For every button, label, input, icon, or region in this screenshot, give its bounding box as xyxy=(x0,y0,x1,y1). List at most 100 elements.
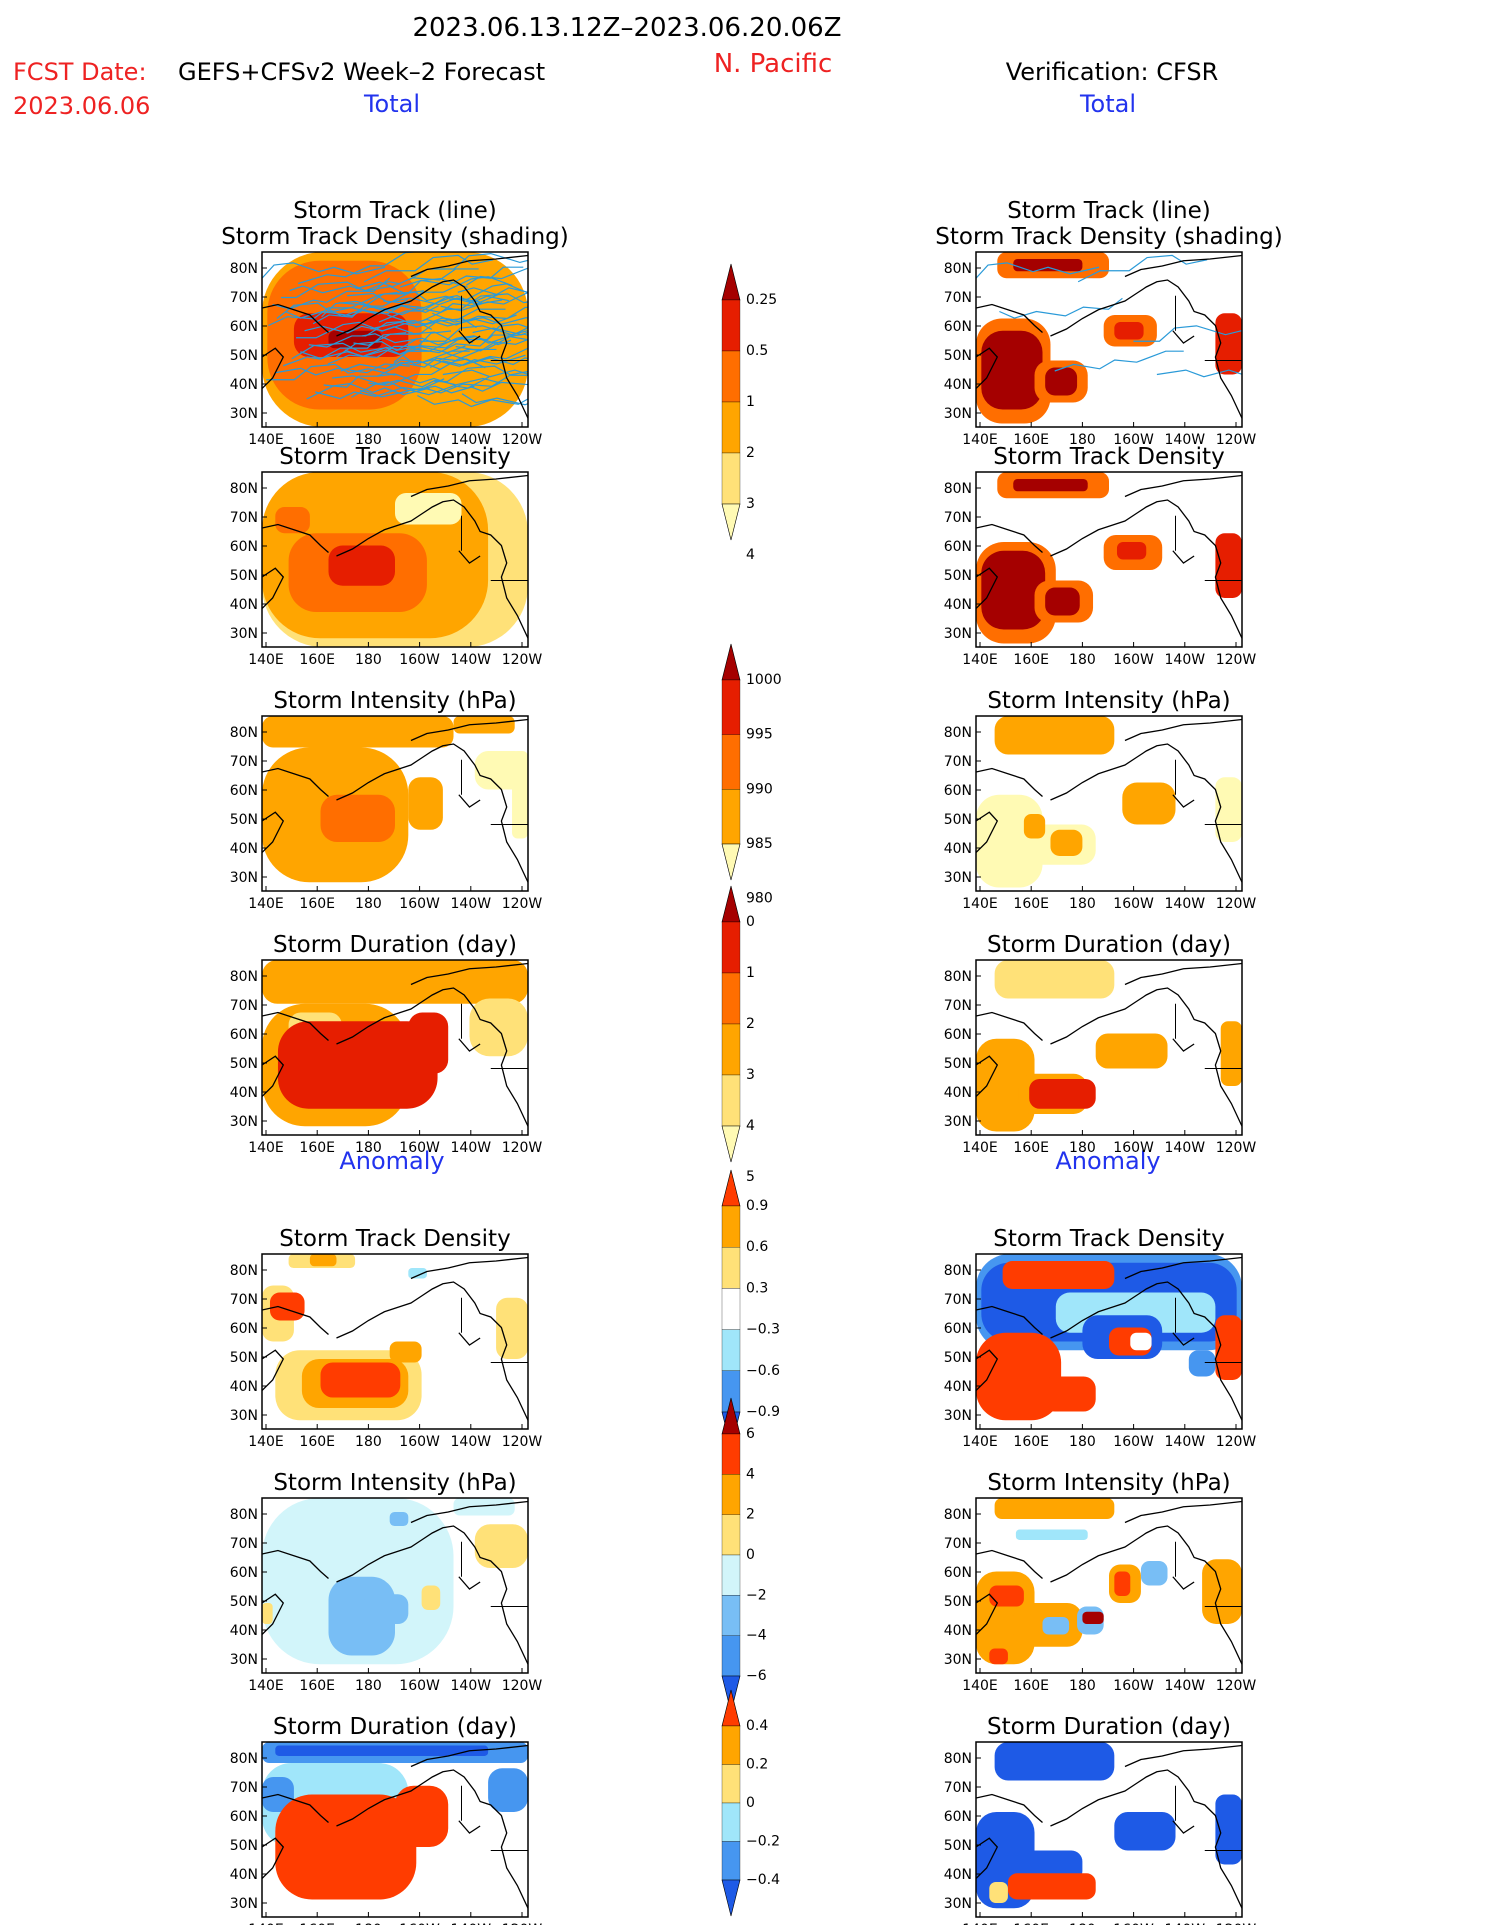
storm-track-line xyxy=(304,321,428,334)
storm-track-line xyxy=(368,358,486,387)
x-tick-label: 140E xyxy=(962,1922,998,1925)
y-tick-label: 30N xyxy=(944,870,972,886)
y-tick-label: 40N xyxy=(944,1379,972,1395)
date-range-title: 2023.06.13.12Z–2023.06.20.06Z xyxy=(412,13,841,43)
storm-track-line xyxy=(429,347,528,369)
colorbar-6: 0.4 0.2 0 −0.2 −0.4 xyxy=(721,1689,780,1917)
shading-cell xyxy=(408,1012,449,1074)
x-tick-label: 160W xyxy=(399,432,440,448)
x-tick-label: 180 xyxy=(355,1922,382,1925)
x-tick-label: 140W xyxy=(451,652,492,668)
coastline xyxy=(262,476,528,639)
colorbar-segment xyxy=(721,350,741,403)
colorbar-5: 6 4 2 0 −2 −4 −6 xyxy=(721,1397,767,1713)
y-tick-label: 40N xyxy=(230,377,258,393)
y-tick-label: 60N xyxy=(230,539,258,555)
colorbar-top-arrow xyxy=(721,643,741,681)
coastline xyxy=(262,1746,528,1909)
storm-track-line xyxy=(351,381,475,398)
colorbar-segment xyxy=(721,1514,741,1556)
map-shading xyxy=(262,1498,528,1673)
coastline-path xyxy=(976,1502,1242,1665)
shading-cell xyxy=(1045,367,1078,396)
y-tick-label: 70N xyxy=(944,998,972,1014)
shading-cell xyxy=(994,1498,1115,1519)
panel-title: Storm Track (line) xyxy=(1007,198,1210,224)
storm-track-line xyxy=(1077,254,1208,283)
x-tick-label: 180 xyxy=(355,432,382,448)
storm-track-line xyxy=(353,318,477,346)
colorbar-label: 4 xyxy=(746,547,755,563)
y-tick-label: 50N xyxy=(230,1350,258,1366)
coastline xyxy=(976,256,1242,419)
y-tick-label: 70N xyxy=(230,1292,258,1308)
map-frame xyxy=(975,251,1243,428)
coastline xyxy=(976,964,1242,1127)
storm-track-line xyxy=(455,338,528,352)
x-tick-label: 140E xyxy=(248,896,284,912)
storm-track-line xyxy=(391,291,509,304)
y-tick-label: 40N xyxy=(230,1623,258,1639)
colorbar-bottom-arrow xyxy=(721,1879,741,1917)
panel-title: Storm Track Density xyxy=(993,444,1224,470)
map-frame xyxy=(975,715,1243,892)
colorbar-label: 5 xyxy=(746,1169,755,1185)
colorbar-label: 2 xyxy=(746,1507,755,1523)
y-tick-label: 30N xyxy=(944,1896,972,1912)
shading-cell xyxy=(1116,542,1147,560)
colorbar-label: 1 xyxy=(746,965,755,981)
map-shading xyxy=(976,716,1242,891)
colorbar-segment xyxy=(721,1474,741,1515)
y-tick-label: 30N xyxy=(230,870,258,886)
shading-cell xyxy=(275,1794,417,1900)
colorbar-segment xyxy=(721,1554,741,1596)
coastline-path xyxy=(262,1746,528,1909)
storm-track-line xyxy=(268,291,398,327)
anomaly-right-label: Anomaly xyxy=(1055,1147,1160,1175)
colorbar-segment xyxy=(721,1074,741,1127)
y-tick-label: 70N xyxy=(944,754,972,770)
x-tick-label: 140E xyxy=(248,1140,284,1156)
y-tick-label: 70N xyxy=(944,1292,972,1308)
coastline xyxy=(976,476,1242,639)
x-tick-label: 160W xyxy=(1113,432,1154,448)
y-tick-label: 80N xyxy=(944,261,972,277)
shading-cell xyxy=(1082,1611,1104,1624)
colorbar-segment xyxy=(721,1841,741,1881)
shading-cell xyxy=(1015,1529,1088,1540)
map-panel-intensity-forecast: Storm Intensity (hPa) 140E 160E 180 160W 140W… xyxy=(230,688,543,912)
shading-cell xyxy=(1122,782,1176,825)
storm-track-line xyxy=(1133,325,1242,342)
x-tick-label: 140E xyxy=(248,432,284,448)
colorbar-segment xyxy=(721,299,741,352)
shading-cell xyxy=(453,1498,515,1516)
map-panel-duration-forecast: Storm Duration (day) 140E 160E 180 160W 140W 1… xyxy=(230,932,543,1156)
shading-cell xyxy=(496,1297,528,1359)
shading-cell xyxy=(320,1362,401,1398)
y-tick-label: 30N xyxy=(230,1896,258,1912)
colorbar-bottom-arrow xyxy=(721,843,741,881)
map-panel-intensity-verification: Storm Intensity (hPa) 140E 160E 180 160W 140W… xyxy=(944,688,1257,912)
y-tick-label: 80N xyxy=(944,1263,972,1279)
shading-cell xyxy=(328,330,382,349)
colorbar-segment xyxy=(721,1595,741,1636)
y-tick-label: 60N xyxy=(944,1027,972,1043)
shading-cell xyxy=(981,330,1043,410)
shading-cell xyxy=(1013,479,1088,492)
colorbar-segment xyxy=(721,972,741,1025)
x-tick-label: 120W xyxy=(1216,1678,1257,1694)
x-tick-label: 120W xyxy=(1216,1434,1257,1450)
storm-track-line xyxy=(306,382,430,400)
colorbar-segment xyxy=(721,1329,741,1371)
map-panel-intensity_anom-verification: Storm Intensity (hPa) 140E 160E 180 160W 140W… xyxy=(944,1470,1257,1694)
x-tick-label: 160E xyxy=(1013,896,1049,912)
map-shading xyxy=(976,1254,1242,1429)
x-tick-label: 180 xyxy=(1069,1434,1096,1450)
storm-track-line xyxy=(361,333,474,346)
y-tick-label: 60N xyxy=(944,1809,972,1825)
x-tick-label: 180 xyxy=(1069,1922,1096,1925)
storm-track-line xyxy=(465,267,528,286)
y-tick-label: 40N xyxy=(230,597,258,613)
x-tick-label: 140E xyxy=(962,1434,998,1450)
x-tick-label: 120W xyxy=(1216,432,1257,448)
